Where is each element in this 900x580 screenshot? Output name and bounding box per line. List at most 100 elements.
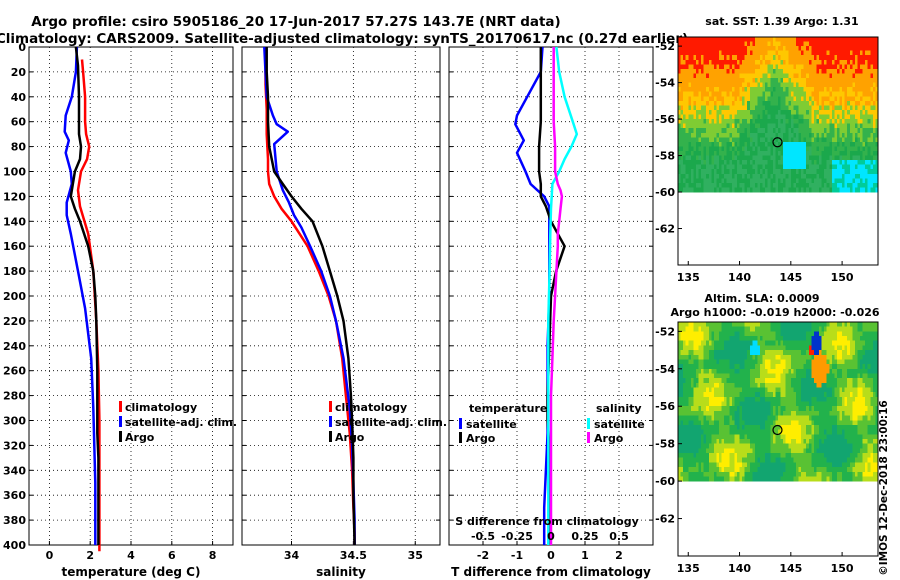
- map-cell: [749, 132, 753, 138]
- map-cell: [724, 50, 728, 56]
- map-cell: [829, 401, 833, 407]
- map-cell: [703, 109, 707, 115]
- map-cell: [842, 73, 846, 79]
- map-cell: [701, 378, 705, 384]
- map-cell: [724, 429, 728, 435]
- map-cell: [708, 146, 712, 152]
- map-cell: [767, 87, 771, 93]
- map-cell: [783, 55, 787, 61]
- map-cell: [790, 96, 794, 102]
- map-cell: [801, 182, 805, 188]
- map-cell: [701, 114, 705, 120]
- map-cell: [762, 401, 766, 407]
- map-cell: [780, 439, 784, 445]
- map-cell: [680, 91, 684, 97]
- map-cell: [706, 387, 710, 393]
- map-cell: [760, 87, 764, 93]
- map-cell: [698, 109, 702, 115]
- map-cell: [713, 82, 717, 88]
- map-cell: [757, 420, 761, 426]
- map-cell: [806, 354, 810, 360]
- map-cell: [739, 439, 743, 445]
- map-cell: [854, 82, 858, 88]
- legend-title-temperature: temperature: [469, 402, 547, 415]
- map-cell: [844, 64, 848, 70]
- map-cell: [729, 96, 733, 102]
- map-cell: [847, 119, 851, 125]
- map-cell: [680, 467, 684, 473]
- map-cell: [729, 151, 733, 156]
- map-cell: [775, 164, 779, 170]
- map-cell: [685, 410, 689, 416]
- map-cell: [834, 114, 838, 120]
- map-cell: [836, 155, 840, 161]
- map-cell: [734, 78, 738, 83]
- map-cell: [688, 59, 692, 65]
- map-cell: [678, 443, 681, 449]
- map-cell: [867, 173, 871, 179]
- map-cell: [721, 378, 725, 384]
- map-cell: [785, 387, 789, 393]
- map-cell: [719, 137, 722, 143]
- map-cell: [834, 82, 838, 88]
- map-cell: [685, 382, 689, 388]
- map-cell: [816, 132, 820, 138]
- map-cell: [860, 123, 864, 129]
- map-cell: [693, 132, 697, 138]
- map-cell: [780, 82, 784, 88]
- map-cell: [701, 471, 705, 477]
- map-cell: [731, 132, 735, 138]
- map-cell: [701, 46, 705, 52]
- map-cell: [816, 396, 820, 402]
- map-cell: [744, 160, 748, 166]
- map-cell: [875, 160, 879, 166]
- map-cell: [826, 378, 830, 384]
- map-cell: [865, 173, 869, 179]
- map-cell: [834, 109, 838, 115]
- map-cell: [793, 132, 797, 138]
- map-cell: [680, 160, 684, 166]
- map-cell: [747, 123, 751, 129]
- map-cell: [795, 59, 799, 65]
- map-cell: [806, 345, 810, 351]
- map-cell: [752, 146, 756, 152]
- map-cell: [711, 471, 715, 477]
- map-cell: [772, 123, 776, 129]
- map-cell: [772, 462, 776, 468]
- map-cell: [731, 471, 735, 477]
- map-cell: [826, 392, 830, 398]
- map-cell: [685, 132, 689, 138]
- map-cell: [713, 471, 717, 477]
- map-cell: [736, 178, 740, 184]
- map-cell: [724, 476, 728, 482]
- map-cell: [793, 68, 797, 74]
- map-cell: [698, 322, 702, 328]
- map-cell: [783, 68, 787, 74]
- map-cell: [757, 429, 761, 435]
- map-cell: [788, 182, 792, 188]
- map-cell: [726, 364, 730, 370]
- map-cell: [762, 322, 766, 328]
- map-cell: [772, 420, 776, 426]
- map-cell: [803, 182, 807, 188]
- map-cell: [813, 368, 817, 374]
- map-cell: [698, 178, 702, 184]
- map-cell: [821, 443, 825, 449]
- map-cell: [765, 322, 769, 328]
- map-cell: [806, 132, 810, 138]
- map-cell: [778, 457, 781, 463]
- map-cell: [683, 182, 687, 188]
- map-cell: [821, 64, 825, 70]
- map-cell: [749, 128, 753, 134]
- map-cell: [762, 132, 766, 138]
- map-cell: [752, 322, 756, 328]
- map-cell: [701, 155, 705, 161]
- map-cell: [788, 141, 792, 147]
- map-cell: [770, 132, 774, 138]
- map-cell: [770, 354, 774, 360]
- map-cell: [762, 350, 766, 356]
- map-cell: [808, 132, 812, 138]
- map-cell: [703, 373, 707, 379]
- map-cell: [801, 378, 805, 384]
- map-cell: [775, 471, 779, 477]
